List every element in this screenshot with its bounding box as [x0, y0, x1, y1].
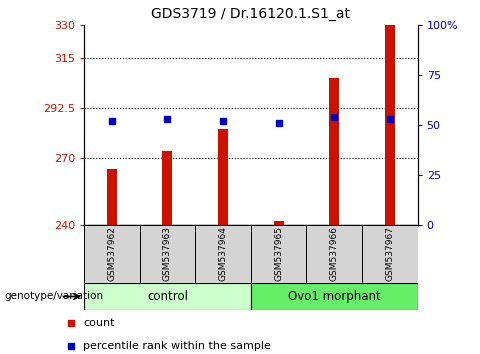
Point [67, 320, 74, 325]
Bar [329, 78, 339, 225]
Bar [84, 225, 140, 283]
Text: GSM537967: GSM537967 [385, 227, 394, 281]
Bar [218, 129, 228, 225]
Text: control: control [147, 290, 188, 303]
Text: genotype/variation: genotype/variation [5, 291, 104, 302]
Text: GSM537966: GSM537966 [330, 227, 339, 281]
Point [219, 118, 227, 124]
Bar [385, 25, 395, 225]
Text: GSM537963: GSM537963 [163, 227, 172, 281]
Bar [251, 225, 306, 283]
Bar [195, 225, 251, 283]
Bar [362, 225, 418, 283]
Point [330, 114, 338, 120]
Point [275, 120, 282, 126]
Text: percentile rank within the sample: percentile rank within the sample [83, 341, 271, 351]
Title: GDS3719 / Dr.16120.1.S1_at: GDS3719 / Dr.16120.1.S1_at [151, 7, 350, 21]
Point [108, 118, 116, 124]
Point [67, 343, 74, 348]
Bar [274, 222, 284, 225]
Bar [162, 152, 172, 225]
Point [386, 116, 394, 122]
Text: GSM537962: GSM537962 [108, 227, 116, 281]
Bar [306, 225, 362, 283]
Text: GSM537964: GSM537964 [218, 227, 228, 281]
Bar [251, 283, 418, 310]
Bar [107, 169, 117, 225]
Text: GSM537965: GSM537965 [274, 227, 283, 281]
Bar [84, 283, 251, 310]
Text: Ovo1 morphant: Ovo1 morphant [288, 290, 381, 303]
Point [164, 116, 171, 122]
Text: count: count [83, 318, 115, 328]
Bar [140, 225, 195, 283]
